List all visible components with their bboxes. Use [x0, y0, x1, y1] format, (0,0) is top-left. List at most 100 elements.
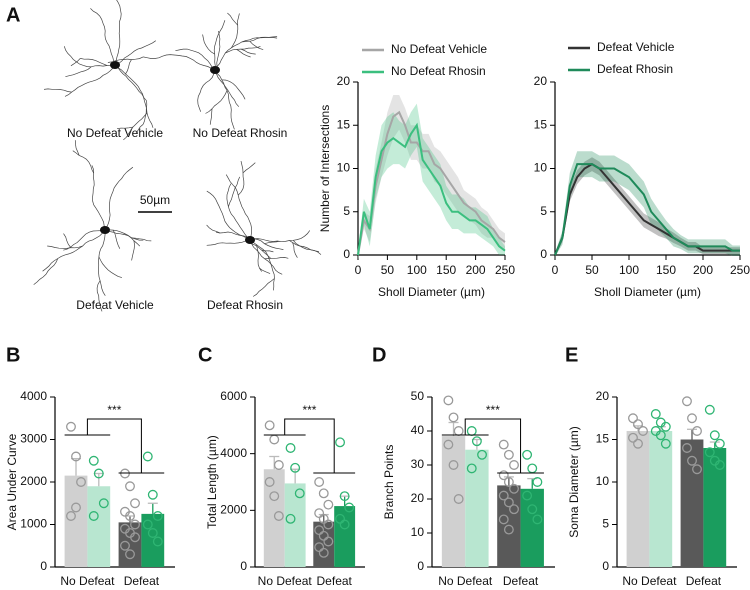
- data-point: [650, 409, 661, 419]
- data-point: [682, 443, 692, 453]
- dendrite: [259, 267, 271, 274]
- dendrite: [249, 239, 275, 291]
- data-point: [709, 430, 720, 441]
- y-tick-label: 50: [411, 389, 425, 403]
- y-tick-label: 20: [596, 389, 610, 403]
- data-point: [264, 420, 275, 431]
- dendrite: [104, 166, 134, 231]
- bar: [680, 439, 704, 567]
- significance: ***: [486, 403, 500, 417]
- x-tick-label: 100: [407, 263, 427, 277]
- data-point: [655, 430, 666, 441]
- dendrite: [249, 239, 283, 275]
- dendrite: [216, 231, 248, 238]
- dendrite: [114, 40, 156, 66]
- dendrite: [47, 245, 83, 249]
- data-point: [264, 477, 275, 487]
- data-point: [318, 488, 329, 499]
- data-point: [142, 451, 153, 462]
- dendrite: [80, 58, 108, 66]
- data-point: [294, 488, 305, 499]
- dendrite: [63, 46, 116, 68]
- data-point: [147, 489, 158, 500]
- y-tick-label: 5: [540, 204, 547, 218]
- dendrite: [228, 176, 241, 207]
- data-point: [628, 413, 638, 424]
- data-point: [318, 547, 329, 558]
- data-point: [88, 511, 99, 521]
- x-tick-label: 100: [619, 263, 639, 277]
- x-tick-label: 250: [730, 263, 750, 277]
- line: [554, 163, 740, 256]
- data-point: [323, 499, 334, 510]
- x-tick-label: 0: [552, 263, 559, 277]
- data-point: [660, 438, 671, 449]
- bar: [703, 448, 727, 567]
- data-point: [339, 519, 350, 530]
- dendrite: [240, 48, 256, 55]
- dendrite: [292, 242, 298, 258]
- y-tick-label: 15: [534, 117, 548, 131]
- dendrite: [253, 238, 284, 250]
- dendrite: [237, 161, 245, 196]
- x-tick-label: 150: [436, 263, 456, 277]
- dendrite: [42, 229, 106, 272]
- y-tick-label: 20: [411, 491, 425, 505]
- dendrite: [226, 183, 251, 241]
- data-point: [142, 519, 153, 530]
- x-tick-label: 50: [585, 263, 599, 277]
- dendrite: [63, 229, 106, 251]
- y-tick-label: 0: [40, 559, 47, 573]
- dendrite: [70, 58, 81, 67]
- panel-label: A: [6, 4, 20, 26]
- dendrite: [131, 240, 135, 261]
- data-point: [471, 436, 482, 447]
- neuron-label: No Defeat Vehicle: [67, 126, 163, 140]
- dendrite: [214, 37, 278, 71]
- error-band: [358, 103, 505, 260]
- data-point: [344, 502, 355, 513]
- dendrite: [209, 108, 213, 125]
- bar: [284, 483, 306, 567]
- data-point: [152, 536, 163, 547]
- y-axis-label: Branch Points: [382, 445, 396, 520]
- y-axis-label: Soma Diameter (µm): [567, 426, 581, 538]
- data-point: [323, 519, 334, 530]
- y-tick-label: 0: [602, 559, 609, 573]
- dendrite: [107, 56, 144, 63]
- y-tick-label: 40: [411, 423, 425, 437]
- x-tick-label: 0: [355, 263, 362, 277]
- bar: [64, 475, 88, 567]
- dendrite: [236, 49, 251, 58]
- dendrite: [206, 190, 251, 241]
- dendrite: [33, 258, 59, 285]
- x-axis-label: Sholl Diameter (µm): [594, 285, 701, 299]
- dendrite: [143, 54, 216, 71]
- dendrite: [72, 150, 95, 174]
- y-tick-label: 10: [534, 161, 548, 175]
- neuron-label: Defeat Vehicle: [76, 298, 154, 312]
- data-point: [453, 426, 464, 436]
- data-point: [503, 497, 514, 508]
- bracket: [464, 418, 522, 473]
- data-point: [314, 477, 325, 487]
- data-point: [527, 504, 538, 515]
- dendrite: [135, 124, 144, 134]
- significance: ***: [302, 403, 316, 417]
- data-point: [466, 426, 477, 436]
- data-point: [335, 437, 346, 448]
- dendrite: [213, 20, 226, 71]
- y-tick-label: 10: [596, 474, 610, 488]
- data-point: [443, 395, 454, 406]
- data-point: [285, 513, 296, 524]
- dendrite: [98, 229, 106, 296]
- dendrite: [114, 64, 147, 102]
- bar: [649, 431, 673, 567]
- y-tick-label: 10: [337, 161, 351, 175]
- data-point: [66, 421, 76, 432]
- line: [554, 163, 740, 256]
- y-tick-label: 10: [411, 525, 425, 539]
- bar: [441, 436, 466, 567]
- data-point: [498, 490, 509, 501]
- data-point: [704, 447, 715, 458]
